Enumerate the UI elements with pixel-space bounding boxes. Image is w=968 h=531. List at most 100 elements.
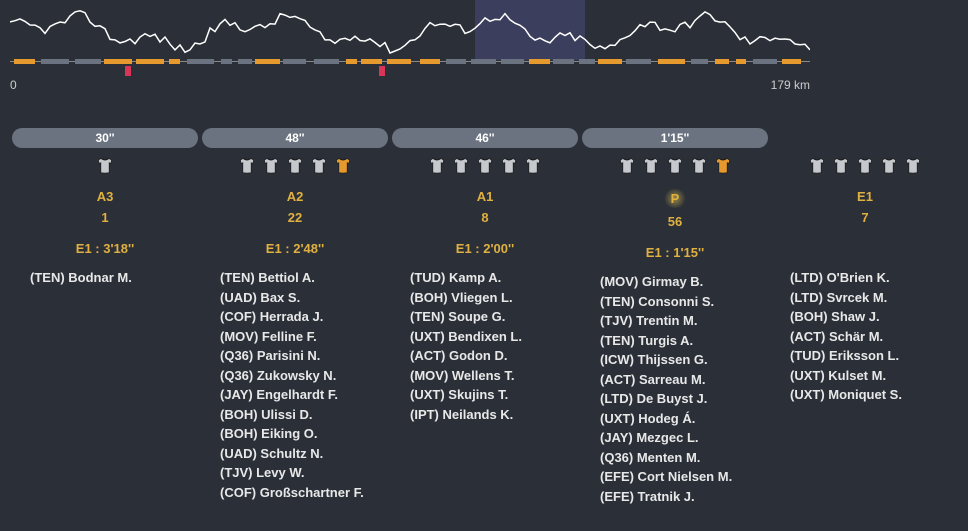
rider-row: (TEN) Consonni S. xyxy=(600,292,770,312)
rider-row: (Q36) Parisini N. xyxy=(220,346,390,366)
group-label: A1 xyxy=(390,189,580,204)
jersey-orange-icon xyxy=(333,156,353,179)
gap-pill: 1'15'' xyxy=(582,128,768,148)
gap-pill: 46'' xyxy=(392,128,578,148)
jersey-silver-icon xyxy=(523,156,543,179)
rider-row: (MOV) Wellens T. xyxy=(410,366,580,386)
rider-row: (COF) Großschartner F. xyxy=(220,483,390,503)
group-time: E1 : 1'15'' xyxy=(580,245,770,260)
jersey-silver-icon xyxy=(831,156,851,179)
rider-row: (MOV) Girmay B. xyxy=(600,272,770,292)
rider-list: (TEN) Bettiol A.(UAD) Bax S.(COF) Herrad… xyxy=(200,268,390,502)
jersey-silver-icon xyxy=(903,156,923,179)
rider-row: (BOH) Eiking O. xyxy=(220,424,390,444)
rider-row: (EFE) Cort Nielsen M. xyxy=(600,467,770,487)
axis-start: 0 xyxy=(10,78,17,92)
group-label: E1 xyxy=(770,189,960,204)
jersey-silver-icon xyxy=(641,156,661,179)
rider-row: (BOH) Shaw J. xyxy=(790,307,960,327)
race-group: E17 (LTD) O'Brien K.(LTD) Svrcek M.(BOH)… xyxy=(770,128,960,506)
rider-row: (MOV) Felline F. xyxy=(220,327,390,347)
rider-row: (UAD) Schultz N. xyxy=(220,444,390,464)
group-count: 8 xyxy=(390,210,580,225)
jersey-silver-icon xyxy=(855,156,875,179)
race-groups: 30'' A3 1 E1 : 3'18'' (TEN) Bodnar M. 48'' A… xyxy=(10,128,968,506)
elevation-segments xyxy=(10,59,810,64)
group-time: E1 : 2'48'' xyxy=(200,241,390,256)
jersey-silver-icon xyxy=(309,156,329,179)
race-group: 1'15'' P56E1 : 1'15''(MOV) Girmay B.(TEN… xyxy=(580,128,770,506)
race-group: 46'' A1 8 E1 : 2'00'' (TUD) Kamp A.(BOH) Vl… xyxy=(390,128,580,506)
group-label: A2 xyxy=(200,189,390,204)
jersey-row xyxy=(390,156,580,179)
rider-row: (ACT) Schär M. xyxy=(790,327,960,347)
jersey-silver-icon xyxy=(427,156,447,179)
race-group: 48'' A222E1 : 2'48''(TEN) Bettiol A.(UAD… xyxy=(200,128,390,506)
rider-row: (LTD) De Buyst J. xyxy=(600,389,770,409)
jersey-silver-icon xyxy=(285,156,305,179)
rider-list: (LTD) O'Brien K.(LTD) Svrcek M.(BOH) Sha… xyxy=(770,268,960,405)
jersey-silver-icon xyxy=(689,156,709,179)
rider-row: (UXT) Hodeg Á. xyxy=(600,409,770,429)
group-count: 22 xyxy=(200,210,390,225)
jersey-row xyxy=(200,156,390,179)
group-time: E1 : 3'18'' xyxy=(10,241,200,256)
rider-row: (IPT) Neilands K. xyxy=(410,405,580,425)
jersey-silver-icon xyxy=(879,156,899,179)
rider-row: (LTD) O'Brien K. xyxy=(790,268,960,288)
jersey-row xyxy=(580,156,770,179)
jersey-orange-icon xyxy=(713,156,733,179)
jersey-row xyxy=(770,156,960,179)
rider-row: (TEN) Bodnar M. xyxy=(30,268,200,288)
rider-list: (TEN) Bodnar M. xyxy=(10,268,200,288)
jersey-silver-icon xyxy=(451,156,471,179)
rider-row: (TUD) Kamp A. xyxy=(410,268,580,288)
rider-row: (UXT) Kulset M. xyxy=(790,366,960,386)
rider-row: (COF) Herrada J. xyxy=(220,307,390,327)
rider-list: (MOV) Girmay B.(TEN) Consonni S.(TJV) Tr… xyxy=(580,272,770,506)
jersey-silver-icon xyxy=(807,156,827,179)
gap-pill: 30'' xyxy=(12,128,198,148)
group-time xyxy=(770,241,960,256)
jersey-silver-icon xyxy=(261,156,281,179)
axis-end: 179 km xyxy=(771,78,810,92)
rider-row: (ACT) Sarreau M. xyxy=(600,370,770,390)
rider-row: (JAY) Engelhardt F. xyxy=(220,385,390,405)
rider-row: (TEN) Soupe G. xyxy=(410,307,580,327)
rider-row: (TEN) Turgis A. xyxy=(600,331,770,351)
rider-row: (ICW) Thijssen G. xyxy=(600,350,770,370)
rider-row: (ACT) Godon D. xyxy=(410,346,580,366)
group-count: 1 xyxy=(10,210,200,225)
jersey-silver-icon xyxy=(95,156,115,179)
group-count: 56 xyxy=(580,214,770,229)
jersey-silver-icon xyxy=(617,156,637,179)
rider-row: (TJV) Trentin M. xyxy=(600,311,770,331)
rider-row: (JAY) Mezgec L. xyxy=(600,428,770,448)
rider-row: (TEN) Bettiol A. xyxy=(220,268,390,288)
rider-row: (UXT) Skujins T. xyxy=(410,385,580,405)
elevation-line xyxy=(10,0,810,62)
rider-row: (EFE) Tratnik J. xyxy=(600,487,770,507)
rider-row: (TJV) Levy W. xyxy=(220,463,390,483)
elevation-profile xyxy=(10,0,810,62)
rider-row: (BOH) Ulissi D. xyxy=(220,405,390,425)
rider-list: (TUD) Kamp A.(BOH) Vliegen L.(TEN) Soupe… xyxy=(390,268,580,424)
distance-axis: 0 179 km xyxy=(10,78,810,92)
rider-row: (TUD) Eriksson L. xyxy=(790,346,960,366)
rider-row: (UXT) Bendixen L. xyxy=(410,327,580,347)
rider-row: (UAD) Bax S. xyxy=(220,288,390,308)
rider-row: (LTD) Svrcek M. xyxy=(790,288,960,308)
gap-pill: 48'' xyxy=(202,128,388,148)
rider-row: (BOH) Vliegen L. xyxy=(410,288,580,308)
rider-row: (Q36) Menten M. xyxy=(600,448,770,468)
jersey-silver-icon xyxy=(499,156,519,179)
rider-row: (UXT) Moniquet S. xyxy=(790,385,960,405)
jersey-silver-icon xyxy=(665,156,685,179)
jersey-silver-icon xyxy=(237,156,257,179)
race-group: 30'' A3 1 E1 : 3'18'' (TEN) Bodnar M. xyxy=(10,128,200,506)
group-label: P xyxy=(580,189,770,208)
rider-row: (Q36) Zukowsky N. xyxy=(220,366,390,386)
group-label: A3 xyxy=(10,189,200,204)
group-time: E1 : 2'00'' xyxy=(390,241,580,256)
jersey-silver-icon xyxy=(475,156,495,179)
